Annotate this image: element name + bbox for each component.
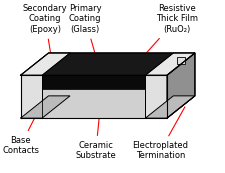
Text: Secondary
Coating
(Epoxy): Secondary Coating (Epoxy)	[23, 4, 67, 64]
Text: Resistive
Thick Film
(RuO₂): Resistive Thick Film (RuO₂)	[145, 4, 198, 54]
Polygon shape	[145, 96, 195, 118]
Polygon shape	[31, 109, 167, 118]
Polygon shape	[20, 96, 70, 118]
Text: Ceramic
Substrate: Ceramic Substrate	[76, 111, 116, 160]
Polygon shape	[20, 53, 70, 75]
Polygon shape	[167, 53, 195, 118]
Polygon shape	[145, 75, 167, 118]
Polygon shape	[20, 53, 195, 75]
Text: Electroplated
Termination: Electroplated Termination	[133, 107, 188, 160]
Polygon shape	[20, 75, 167, 118]
Polygon shape	[42, 53, 173, 75]
Polygon shape	[177, 57, 185, 64]
Polygon shape	[167, 53, 195, 118]
Polygon shape	[145, 53, 195, 75]
Polygon shape	[42, 75, 145, 118]
Text: Primary
Coating
(Glass): Primary Coating (Glass)	[69, 4, 101, 54]
Polygon shape	[20, 96, 195, 118]
Polygon shape	[42, 75, 145, 89]
Polygon shape	[20, 75, 42, 118]
Text: Base
Contacts: Base Contacts	[2, 102, 43, 155]
